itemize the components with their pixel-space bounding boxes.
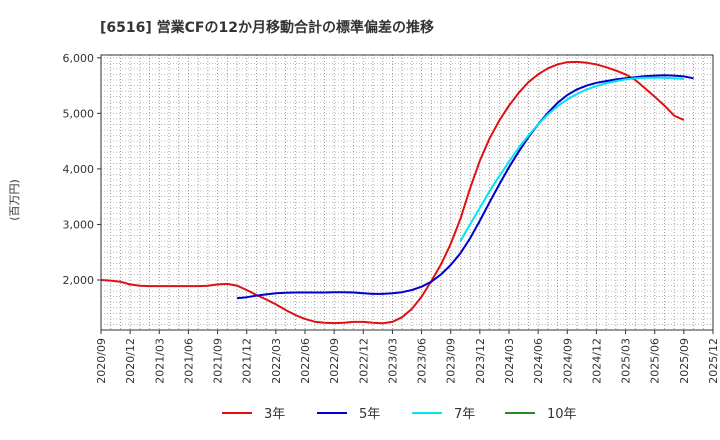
x-tick-label: 2022/06 xyxy=(299,338,312,384)
legend: 3年 5年 7年 10年 xyxy=(222,407,577,422)
x-tick-label: 2024/12 xyxy=(590,338,603,384)
x-tick-label: 2023/12 xyxy=(474,338,487,384)
x-tick-label: 2021/12 xyxy=(241,338,254,384)
legend-label-3年: 3年 xyxy=(264,407,285,422)
x-tick-label: 2025/12 xyxy=(707,338,720,384)
legend-label-5年: 5年 xyxy=(359,407,380,422)
x-tick-label: 2025/03 xyxy=(620,338,633,384)
y-tick-label: 5,000 xyxy=(63,107,95,120)
x-tick-label: 2021/06 xyxy=(182,338,195,384)
x-tick-label: 2023/03 xyxy=(386,338,399,384)
chart-title: [6516] 営業CFの12か月移動合計の標準偏差の推移 xyxy=(100,19,434,36)
series-line-3年 xyxy=(100,60,685,325)
x-tick-label: 2023/06 xyxy=(416,338,429,384)
x-tick-label: 2023/09 xyxy=(445,338,458,384)
x-tick-label: 2022/09 xyxy=(328,338,341,384)
series-group xyxy=(100,60,694,325)
series-line-5年 xyxy=(236,74,694,300)
series-line-7年 xyxy=(459,76,684,242)
y-tick-label: 2,000 xyxy=(63,274,95,287)
y-tick-label: 6,000 xyxy=(63,52,95,65)
x-tick-label: 2022/03 xyxy=(270,338,283,384)
legend-label-7年: 7年 xyxy=(454,407,475,422)
y-axis-label: (百万円) xyxy=(8,179,21,221)
x-tick-label: 2025/09 xyxy=(678,338,691,384)
x-axis: 2020/09 2020/12 2021/03 2021/06 2021/09 2021/… xyxy=(95,330,720,384)
y-tick-label: 3,000 xyxy=(63,218,95,231)
x-tick-label: 2021/09 xyxy=(212,338,225,384)
x-tick-label: 2020/09 xyxy=(95,338,108,384)
x-tick-label: 2024/03 xyxy=(503,338,516,384)
x-tick-label: 2022/12 xyxy=(357,338,370,384)
y-axis: 2,000 3,000 4,000 5,000 6,000 xyxy=(63,52,101,287)
x-tick-label: 2024/06 xyxy=(532,338,545,384)
x-tick-label: 2020/12 xyxy=(124,338,137,384)
x-tick-label: 2025/06 xyxy=(649,338,662,384)
grid xyxy=(100,55,714,331)
plot-frame xyxy=(100,54,714,331)
x-tick-label: 2021/03 xyxy=(153,338,166,384)
x-tick-label: 2024/09 xyxy=(561,338,574,384)
legend-label-10年: 10年 xyxy=(547,407,577,422)
y-tick-label: 4,000 xyxy=(63,163,95,176)
